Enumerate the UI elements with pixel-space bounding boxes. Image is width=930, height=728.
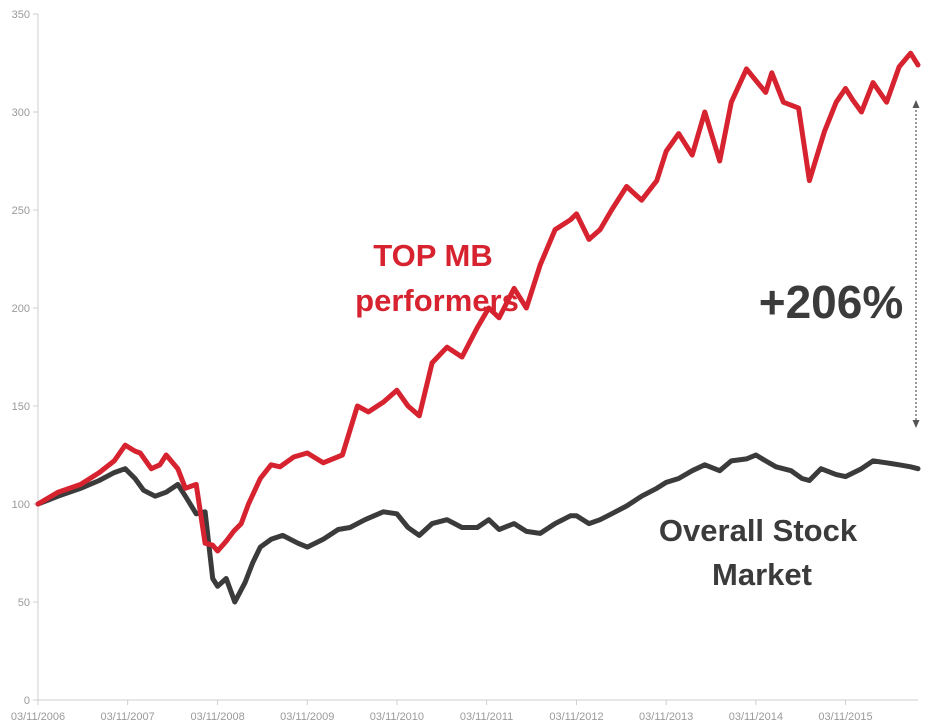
market-label-line1: Overall Stock bbox=[659, 513, 858, 548]
y-tick-label: 50 bbox=[18, 597, 30, 609]
x-tick-label: 03/11/2009 bbox=[280, 711, 334, 723]
x-tick-label: 03/11/2012 bbox=[549, 711, 603, 723]
chart-axes bbox=[37, 14, 918, 701]
x-tick-label: 03/11/2007 bbox=[101, 711, 155, 723]
gap-arrow bbox=[912, 100, 920, 428]
y-tick-label: 150 bbox=[12, 401, 30, 413]
top-mb-label-line1: TOP MB bbox=[373, 238, 492, 273]
market-label-line2: Market bbox=[712, 557, 812, 592]
x-tick-label: 03/11/2011 bbox=[460, 711, 513, 723]
gap-arrow-head-top bbox=[912, 100, 920, 108]
top-mb-label-line2: performers bbox=[355, 283, 519, 318]
x-tick-label: 03/11/2015 bbox=[818, 711, 872, 723]
y-tick-label: 0 bbox=[24, 695, 30, 707]
series-line-overall-stock-market bbox=[35, 452, 921, 605]
x-tick-label: 03/11/2008 bbox=[190, 711, 244, 723]
y-axis-ticks: 0 50 100 150 200 250 300 350 bbox=[12, 9, 38, 707]
y-tick-label: 350 bbox=[12, 9, 30, 21]
x-axis-ticks: 03/11/2006 03/11/2007 03/11/2008 03/11/2009… bbox=[11, 700, 873, 723]
y-tick-label: 200 bbox=[12, 303, 30, 315]
gap-percent-label: +206% bbox=[759, 276, 904, 328]
y-tick-label: 100 bbox=[12, 499, 30, 511]
gap-arrow-head-bottom bbox=[912, 420, 920, 428]
x-tick-label: 03/11/2006 bbox=[11, 711, 65, 723]
y-tick-label: 300 bbox=[12, 107, 30, 119]
x-tick-label: 03/11/2010 bbox=[370, 711, 424, 723]
x-tick-label: 03/11/2013 bbox=[639, 711, 693, 723]
y-tick-label: 250 bbox=[12, 205, 30, 217]
series-line-top-mb-performers bbox=[35, 50, 921, 554]
x-tick-label: 03/11/2014 bbox=[729, 711, 783, 723]
series-layer bbox=[35, 50, 921, 605]
